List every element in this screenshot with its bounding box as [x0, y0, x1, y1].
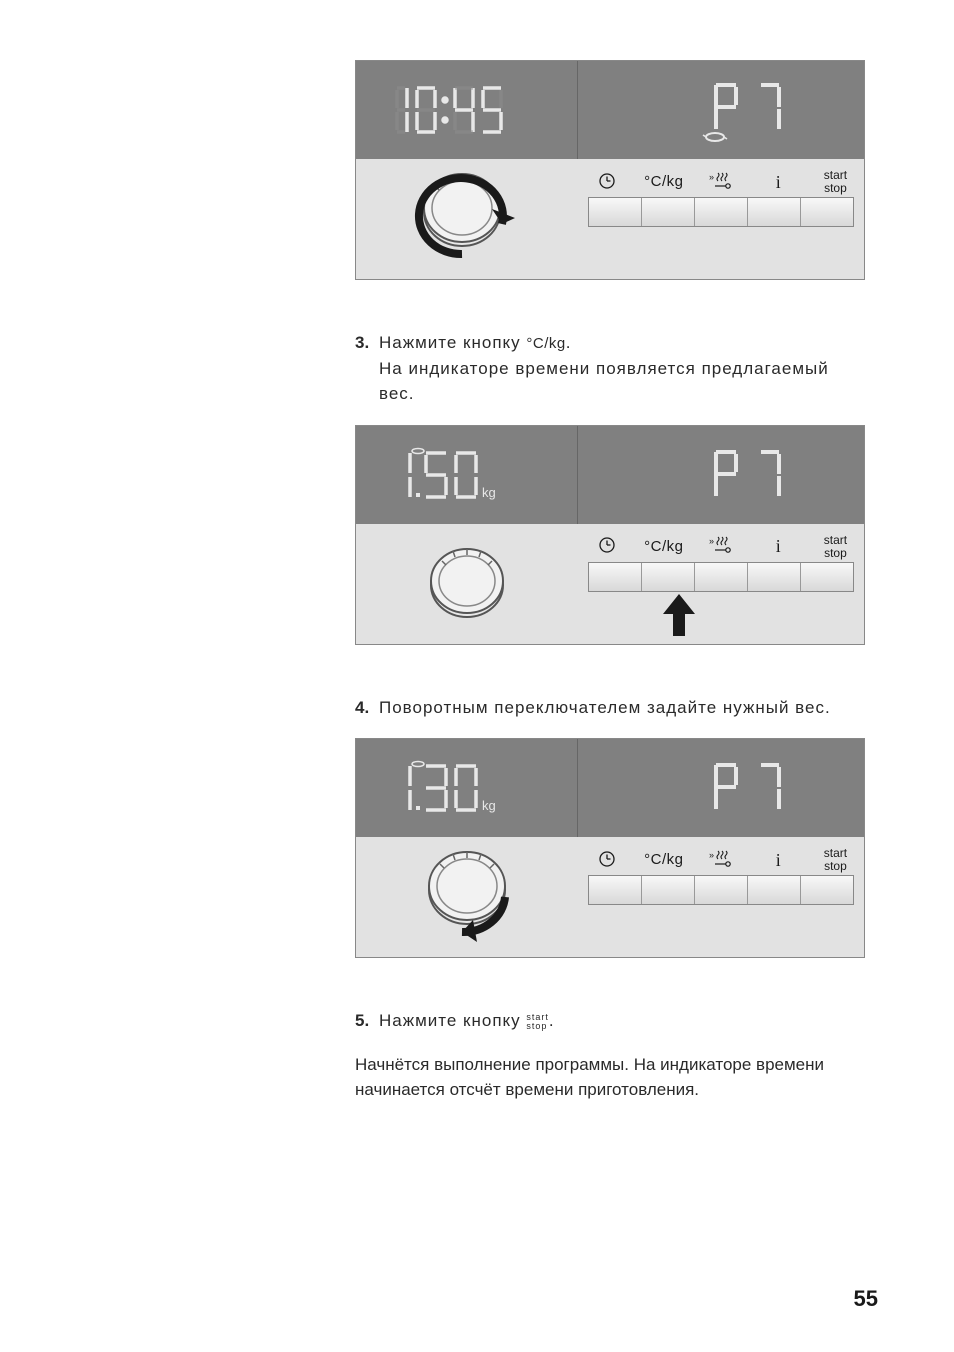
- clock-icon: [578, 536, 635, 557]
- info-icon: i: [750, 851, 807, 870]
- seg-weight-svg: kg: [382, 445, 552, 505]
- svg-text:»: »: [709, 172, 714, 182]
- seg-time-svg: [387, 80, 547, 140]
- instruction-4: 4.Поворотным переключателем задайте нужн…: [355, 695, 865, 721]
- control-row: °C/kg » i startstop: [356, 159, 864, 279]
- button-ckg[interactable]: [642, 876, 695, 904]
- button-labels-row: °C/kg » i startstop: [578, 534, 864, 560]
- display-row: kg: [356, 739, 864, 837]
- button-strip: [588, 562, 854, 592]
- button-info[interactable]: [748, 876, 801, 904]
- weight-display: kg: [356, 739, 578, 837]
- clock-icon: [578, 850, 635, 871]
- start-stop-label: startstop: [807, 534, 864, 559]
- ckg-label: °C/kg: [635, 539, 692, 555]
- knob-area: [356, 524, 578, 644]
- ckg-label: °C/kg: [635, 174, 692, 190]
- svg-text:»: »: [709, 536, 714, 546]
- button-ckg[interactable]: [642, 563, 695, 591]
- button-steam[interactable]: [695, 563, 748, 591]
- button-startstop[interactable]: [801, 563, 853, 591]
- rotary-knob-icon[interactable]: [417, 539, 517, 629]
- page-number: 55: [854, 1286, 878, 1312]
- svg-text:kg: kg: [482, 798, 496, 813]
- knob-area: [356, 159, 578, 279]
- weight-display: kg: [356, 426, 578, 524]
- knob-area: [356, 837, 578, 957]
- start-stop-label: startstop: [807, 847, 864, 872]
- clock-icon: [578, 172, 635, 193]
- seg-weight-svg: kg: [382, 758, 552, 818]
- control-row: °C/kg » i startstop: [356, 524, 864, 644]
- info-icon: i: [750, 537, 807, 556]
- step-text: Нажмите кнопку °C/kg.На индикаторе време…: [379, 330, 849, 407]
- button-clock[interactable]: [589, 876, 642, 904]
- start-stop-label: startstop: [807, 169, 864, 194]
- button-steam[interactable]: [695, 876, 748, 904]
- button-info[interactable]: [748, 563, 801, 591]
- program-display: [578, 61, 864, 159]
- button-area: °C/kg » i startstop: [578, 524, 864, 644]
- button-startstop[interactable]: [801, 876, 853, 904]
- button-steam[interactable]: [695, 198, 748, 226]
- svg-text:»: »: [709, 850, 714, 860]
- time-display: [356, 61, 578, 159]
- seg-prog-svg: [621, 75, 821, 145]
- appliance-panel-3: kg: [355, 738, 865, 958]
- program-display: [578, 426, 864, 524]
- button-info[interactable]: [748, 198, 801, 226]
- step-text: Поворотным переключателем задайте нужный…: [379, 695, 849, 721]
- display-row: [356, 61, 864, 159]
- rotary-knob-icon[interactable]: [407, 164, 527, 274]
- info-icon: i: [750, 173, 807, 192]
- ckg-label: °C/kg: [635, 852, 692, 868]
- button-ckg[interactable]: [642, 198, 695, 226]
- button-startstop[interactable]: [801, 198, 853, 226]
- button-labels-row: °C/kg » i startstop: [578, 847, 864, 873]
- step-number: 5.: [355, 1008, 379, 1034]
- step-text: Нажмите кнопку startstop.: [379, 1008, 849, 1034]
- rotary-knob-icon[interactable]: [407, 842, 527, 952]
- instruction-5: 5.Нажмите кнопку startstop.: [355, 1008, 865, 1034]
- page-content: °C/kg » i startstop: [355, 60, 865, 1121]
- appliance-panel-2: kg: [355, 425, 865, 645]
- instruction-3: 3.Нажмите кнопку °C/kg.На индикаторе вре…: [355, 330, 865, 407]
- seg-prog-svg: [621, 440, 821, 510]
- button-strip: [588, 197, 854, 227]
- control-row: °C/kg » i startstop: [356, 837, 864, 957]
- arrow-up-icon: [661, 594, 697, 638]
- button-area: °C/kg » i startstop: [578, 837, 864, 957]
- program-display: [578, 739, 864, 837]
- button-area: °C/kg » i startstop: [578, 159, 864, 279]
- steam-icon: »: [692, 849, 749, 872]
- button-clock[interactable]: [589, 198, 642, 226]
- display-row: kg: [356, 426, 864, 524]
- inline-startstop-label: startstop: [526, 1013, 549, 1031]
- button-clock[interactable]: [589, 563, 642, 591]
- svg-text:kg: kg: [482, 485, 496, 500]
- appliance-panel-1: °C/kg » i startstop: [355, 60, 865, 280]
- inline-ckg-label: °C/kg: [526, 335, 565, 352]
- final-paragraph: Начнётся выполнение программы. На индика…: [355, 1052, 865, 1103]
- step-number: 4.: [355, 695, 379, 721]
- button-strip: [588, 875, 854, 905]
- step-number: 3.: [355, 330, 379, 356]
- steam-icon: »: [692, 171, 749, 194]
- seg-prog-svg: [621, 753, 821, 823]
- steam-icon: »: [692, 535, 749, 558]
- button-labels-row: °C/kg » i startstop: [578, 169, 864, 195]
